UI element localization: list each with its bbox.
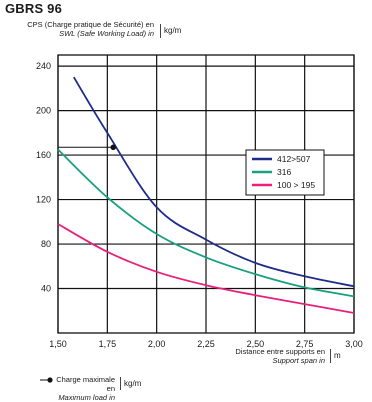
x-tick-label: 3,00 [345, 339, 363, 349]
x-tick-label: 2,75 [296, 339, 314, 349]
chart-title: GBRS 96 [5, 1, 63, 16]
x-tick-label: 1,75 [99, 339, 117, 349]
max-load-marker [110, 144, 117, 151]
max-load-marker-icon [40, 377, 53, 383]
legend-entry: 412>507 [277, 154, 311, 164]
x-axis-label-fr: Distance entre supports en [235, 347, 325, 356]
y-tick-label: 200 [36, 106, 51, 116]
series-line-1 [73, 76, 355, 288]
x-tick-label: 2,00 [148, 339, 166, 349]
y-tick-label: 120 [36, 195, 51, 205]
x-tick-label: 2,25 [197, 339, 215, 349]
y-axis-label-en: SWL (Safe Working Load) in [59, 29, 154, 38]
series-line-3 [57, 223, 355, 314]
y-axis-label: CPS (Charge pratique de Sécurité) en SWL… [4, 20, 154, 38]
max-load-unit: kg/m [120, 377, 141, 390]
x-tick-label: 2,50 [247, 339, 265, 349]
x-tick-label: 1,50 [49, 339, 67, 349]
y-axis-label-fr: CPS (Charge pratique de Sécurité) en [27, 20, 154, 29]
legend-entry: 316 [277, 167, 291, 177]
x-axis-unit: m [330, 349, 341, 363]
y-axis-unit: kg/m [160, 24, 181, 38]
x-axis-label: Distance entre supports en Support span … [180, 347, 325, 365]
legend-entry: 100 > 195 [277, 180, 315, 190]
y-tick-label: 240 [36, 61, 51, 71]
y-tick-label: 40 [41, 284, 51, 294]
max-load-label-fr: Charge maximale en [56, 375, 115, 393]
line-chart: 1,50 1,75 2,00 2,25 2,50 2,75 3,00 40 80 120 160 20… [36, 54, 363, 349]
y-tick-label: 160 [36, 150, 51, 160]
max-load-label-en: Maximum load in [58, 393, 115, 402]
x-axis-label-en: Support span in [272, 356, 325, 365]
max-load-label: Charge maximale en Maximum load in [55, 375, 115, 402]
y-tick-label: 80 [41, 239, 51, 249]
series-line-2 [57, 148, 355, 298]
